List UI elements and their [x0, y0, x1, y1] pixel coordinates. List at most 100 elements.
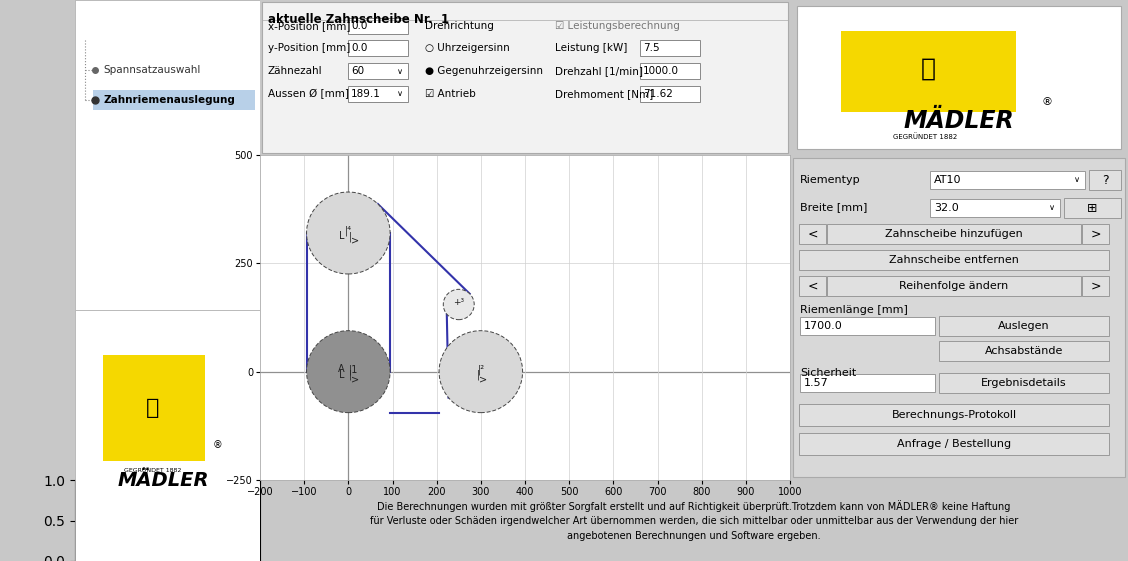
- Text: 189.1: 189.1: [351, 89, 381, 99]
- Text: ☑ Antrieb: ☑ Antrieb: [425, 89, 476, 99]
- Text: AT10: AT10: [934, 175, 961, 185]
- FancyBboxPatch shape: [799, 433, 1109, 455]
- Text: >: >: [1091, 228, 1101, 241]
- Text: 🧍: 🧍: [922, 56, 936, 80]
- Text: ● Gegenuhrzeigersinn: ● Gegenuhrzeigersinn: [425, 66, 543, 76]
- Text: >: >: [351, 374, 359, 384]
- Text: |: |: [349, 231, 352, 242]
- FancyBboxPatch shape: [349, 18, 408, 34]
- Text: ?: ?: [1102, 173, 1109, 186]
- Text: Zahnscheibe entfernen: Zahnscheibe entfernen: [889, 255, 1019, 265]
- FancyBboxPatch shape: [640, 86, 700, 102]
- Text: ®: ®: [1041, 97, 1052, 107]
- Text: ∨: ∨: [397, 90, 403, 99]
- FancyBboxPatch shape: [262, 2, 788, 153]
- FancyBboxPatch shape: [800, 317, 935, 335]
- Text: Auslegen: Auslegen: [998, 321, 1050, 331]
- Text: Ergebnisdetails: Ergebnisdetails: [981, 378, 1067, 388]
- Text: 1.57: 1.57: [804, 378, 829, 388]
- FancyBboxPatch shape: [938, 316, 1109, 336]
- Text: |1: |1: [349, 364, 358, 375]
- Text: MÄDLER: MÄDLER: [118, 471, 210, 490]
- FancyBboxPatch shape: [74, 310, 259, 561]
- FancyBboxPatch shape: [929, 171, 1085, 189]
- FancyBboxPatch shape: [827, 276, 1081, 296]
- FancyBboxPatch shape: [799, 404, 1109, 426]
- FancyBboxPatch shape: [938, 373, 1109, 393]
- Text: ∨: ∨: [1074, 176, 1081, 185]
- Text: ∨: ∨: [1049, 204, 1055, 213]
- Text: Leistung [kW]: Leistung [kW]: [555, 43, 627, 53]
- FancyBboxPatch shape: [1064, 198, 1121, 218]
- Text: 0.0: 0.0: [351, 21, 368, 31]
- Text: <: <: [808, 228, 818, 241]
- Text: >: >: [1091, 279, 1101, 292]
- Text: 60: 60: [351, 66, 364, 76]
- Text: 7.5: 7.5: [643, 43, 660, 53]
- Text: |²: |²: [477, 364, 484, 375]
- Text: y-Position [mm]: y-Position [mm]: [268, 43, 351, 53]
- Text: Aussen Ø [mm]: Aussen Ø [mm]: [268, 89, 349, 99]
- Text: >: >: [351, 236, 359, 246]
- Text: x-Position [mm]: x-Position [mm]: [268, 21, 351, 31]
- Text: >: >: [479, 374, 487, 384]
- FancyBboxPatch shape: [1089, 170, 1121, 190]
- Text: 32.0: 32.0: [934, 203, 959, 213]
- Text: Zahnriemenauslegung: Zahnriemenauslegung: [103, 95, 235, 105]
- FancyBboxPatch shape: [349, 40, 408, 56]
- Text: Drehmoment [Nm]: Drehmoment [Nm]: [555, 89, 653, 99]
- Circle shape: [443, 289, 474, 320]
- Text: +³: +³: [453, 298, 465, 307]
- FancyBboxPatch shape: [827, 224, 1081, 244]
- Text: ☑ Leistungsberechnung: ☑ Leistungsberechnung: [555, 21, 680, 31]
- Text: Spannsatzauswahl: Spannsatzauswahl: [103, 65, 201, 75]
- FancyBboxPatch shape: [800, 374, 935, 392]
- Text: ○ Uhrzeigersinn: ○ Uhrzeigersinn: [425, 43, 510, 53]
- Bar: [103, 355, 204, 461]
- Text: Reihenfolge ändern: Reihenfolge ändern: [899, 281, 1008, 291]
- Circle shape: [307, 192, 390, 274]
- Text: ®: ®: [212, 440, 222, 450]
- Text: A: A: [338, 365, 345, 375]
- Text: Sicherheit: Sicherheit: [800, 368, 856, 378]
- FancyBboxPatch shape: [349, 86, 408, 102]
- Text: Breite [mm]: Breite [mm]: [800, 202, 867, 212]
- Text: |: |: [477, 370, 481, 380]
- FancyBboxPatch shape: [938, 341, 1109, 361]
- Text: Riementyp: Riementyp: [800, 175, 861, 185]
- Text: |: |: [349, 370, 352, 380]
- FancyBboxPatch shape: [799, 276, 826, 296]
- Text: Drehrichtung: Drehrichtung: [425, 21, 494, 31]
- Text: 71.62: 71.62: [643, 89, 673, 99]
- Bar: [840, 31, 1016, 112]
- FancyBboxPatch shape: [92, 90, 255, 110]
- Text: ⊞: ⊞: [1087, 201, 1098, 214]
- Text: Zahnscheibe hinzufügen: Zahnscheibe hinzufügen: [885, 229, 1023, 239]
- Circle shape: [439, 330, 522, 413]
- Text: 0.0: 0.0: [351, 43, 368, 53]
- FancyBboxPatch shape: [796, 6, 1121, 149]
- FancyBboxPatch shape: [793, 158, 1125, 477]
- Text: <: <: [808, 279, 818, 292]
- FancyBboxPatch shape: [799, 250, 1109, 270]
- Text: Riemenlänge [mm]: Riemenlänge [mm]: [800, 305, 908, 315]
- Text: 👤: 👤: [146, 398, 159, 418]
- FancyBboxPatch shape: [640, 40, 700, 56]
- Text: 1000.0: 1000.0: [643, 66, 679, 76]
- Text: Drehzahl [1/min]: Drehzahl [1/min]: [555, 66, 643, 76]
- FancyBboxPatch shape: [929, 199, 1060, 217]
- FancyBboxPatch shape: [1082, 276, 1109, 296]
- FancyBboxPatch shape: [799, 224, 826, 244]
- Text: MÄDLER: MÄDLER: [904, 109, 1014, 133]
- FancyBboxPatch shape: [1082, 224, 1109, 244]
- FancyBboxPatch shape: [74, 0, 259, 310]
- Text: |⁴: |⁴: [345, 226, 352, 236]
- Text: L: L: [340, 232, 345, 241]
- Text: GEGRÜNDET 1882: GEGRÜNDET 1882: [124, 468, 182, 473]
- Text: aktuelle Zahnscheibe Nr.  1: aktuelle Zahnscheibe Nr. 1: [268, 13, 449, 26]
- FancyBboxPatch shape: [349, 63, 408, 79]
- Text: ∨: ∨: [397, 67, 403, 76]
- FancyBboxPatch shape: [640, 63, 700, 79]
- Text: GEGRÜNDET 1882: GEGRÜNDET 1882: [893, 133, 958, 140]
- Text: Anfrage / Bestellung: Anfrage / Bestellung: [897, 439, 1011, 449]
